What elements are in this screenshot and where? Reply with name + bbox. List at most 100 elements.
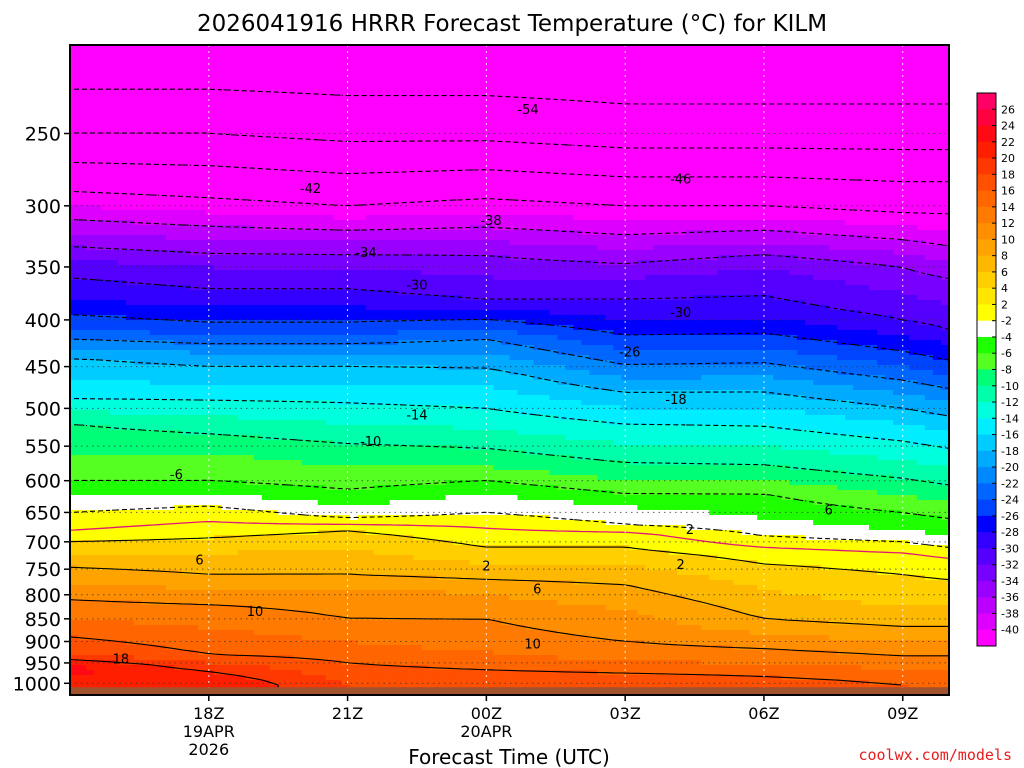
field-cell (141, 145, 151, 151)
field-cell (349, 260, 359, 266)
field-cell (741, 150, 750, 156)
field-cell (533, 160, 543, 166)
field-cell (789, 95, 798, 101)
field-cell (197, 260, 207, 266)
field-cell (733, 95, 742, 101)
field-cell (277, 50, 287, 56)
field-cell (941, 235, 949, 241)
field-cell (70, 65, 79, 71)
field-cell (341, 260, 351, 266)
field-cell (445, 190, 455, 196)
field-cell (405, 55, 415, 61)
field-cell (829, 120, 838, 126)
field-cell (813, 200, 822, 206)
field-cell (845, 120, 854, 126)
field-cell (245, 100, 255, 106)
field-cell (269, 260, 279, 266)
field-cell (269, 140, 279, 146)
field-cell (373, 110, 383, 116)
field-cell (349, 225, 359, 231)
field-cell (853, 210, 862, 216)
field-cell (661, 235, 670, 241)
field-cell (501, 215, 511, 221)
field-cell (861, 240, 870, 246)
field-cell (589, 195, 598, 201)
field-cell (365, 60, 375, 66)
field-cell (781, 240, 790, 246)
field-cell (605, 195, 614, 201)
field-cell (605, 60, 614, 66)
field-cell (373, 130, 383, 136)
field-cell (605, 230, 614, 236)
field-cell (237, 155, 247, 161)
field-cell (717, 190, 726, 196)
field-cell (493, 135, 503, 141)
field-cell (269, 220, 279, 226)
field-cell (445, 110, 455, 116)
field-cell (621, 265, 630, 271)
field-cell (813, 60, 822, 66)
field-cell (357, 260, 367, 266)
field-cell (501, 50, 511, 56)
field-cell (861, 160, 870, 166)
field-cell (589, 85, 598, 91)
field-cell (85, 70, 95, 76)
field-cell (85, 155, 95, 161)
field-cell (861, 185, 870, 191)
field-cell (85, 75, 95, 81)
field-cell (789, 120, 798, 126)
field-cell (493, 50, 503, 56)
field-cell (333, 245, 343, 251)
field-cell (613, 245, 622, 251)
field-cell (581, 165, 591, 171)
field-cell (725, 90, 734, 96)
field-cell (437, 175, 447, 181)
field-cell (941, 230, 949, 236)
field-cell (869, 185, 878, 191)
field-cell (317, 90, 327, 96)
field-cell (101, 90, 111, 96)
field-cell (301, 85, 311, 91)
field-cell (581, 145, 591, 151)
field-cell (861, 140, 870, 146)
field-cell (589, 205, 598, 211)
field-cell (237, 95, 247, 101)
field-cell (253, 45, 263, 51)
field-cell (637, 90, 646, 96)
field-cell (189, 75, 199, 81)
field-cell (525, 225, 535, 231)
field-cell (853, 240, 862, 246)
field-cell (325, 215, 335, 221)
field-cell (645, 200, 654, 206)
field-cell (669, 105, 678, 111)
field-cell (845, 200, 854, 206)
field-cell (165, 140, 175, 146)
field-cell (597, 255, 606, 261)
field-cell (821, 170, 830, 176)
field-cell (717, 175, 726, 181)
field-cell (397, 75, 407, 81)
field-cell (269, 60, 279, 66)
field-cell (549, 220, 559, 226)
field-cell (277, 170, 287, 176)
field-cell (485, 65, 495, 71)
field-cell (581, 125, 591, 131)
field-cell (757, 235, 766, 241)
field-cell (621, 100, 630, 106)
field-cell (853, 145, 862, 151)
field-cell (629, 60, 638, 66)
field-cell (357, 105, 367, 111)
field-cell (277, 130, 287, 136)
field-cell (501, 210, 511, 216)
field-cell (261, 90, 271, 96)
field-cell (117, 105, 127, 111)
field-cell (509, 265, 519, 271)
field-cell (277, 210, 287, 216)
field-cell (389, 190, 399, 196)
field-cell (205, 100, 215, 106)
field-cell (437, 150, 447, 156)
field-cell (749, 50, 758, 56)
field-cell (805, 190, 814, 196)
field-cell (565, 140, 575, 146)
field-cell (541, 120, 551, 126)
